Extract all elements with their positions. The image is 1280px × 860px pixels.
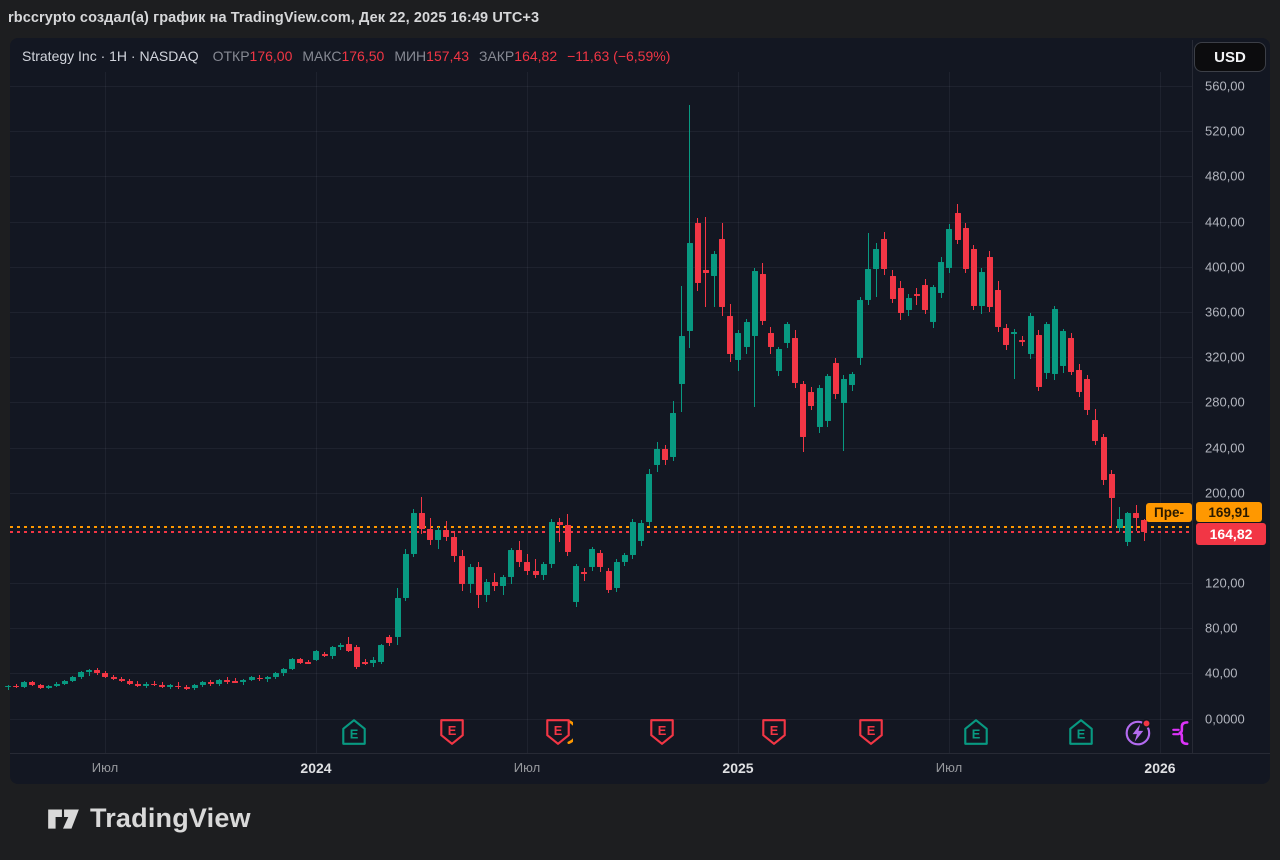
- symbol-title: Strategy Inc · 1H · NASDAQ: [22, 48, 199, 64]
- time-scale-separator[interactable]: [10, 753, 1270, 754]
- ohlc-low: МИН157,43: [394, 48, 469, 64]
- chart-legend[interactable]: Strategy Inc · 1H · NASDAQ ОТКР176,00 МА…: [22, 47, 670, 65]
- tradingview-logo-text: TradingView: [90, 802, 251, 833]
- ohlc-high: МАКС176,50: [302, 48, 385, 64]
- tradingview-logo[interactable]: TradingView: [45, 800, 251, 836]
- tradingview-mark-icon: [48, 809, 79, 829]
- premarket-badge: Пре-: [1146, 503, 1192, 522]
- candle-wick: [7, 684, 9, 691]
- last-price-tag: 164,82: [1196, 523, 1266, 545]
- attribution-text: rbccrypto создал(а) график на TradingVie…: [8, 10, 540, 26]
- premarket-price-tag: 169,91: [1196, 502, 1262, 522]
- currency-button[interactable]: USD: [1194, 42, 1266, 72]
- chart-widget: [10, 38, 1270, 784]
- ohlc-open: ОТКР176,00: [212, 48, 293, 64]
- price-scale-separator[interactable]: [1192, 40, 1193, 753]
- ohlc-close: ЗАКР164,82: [478, 48, 558, 64]
- price-change: −11,63 (−6,59%): [567, 48, 671, 64]
